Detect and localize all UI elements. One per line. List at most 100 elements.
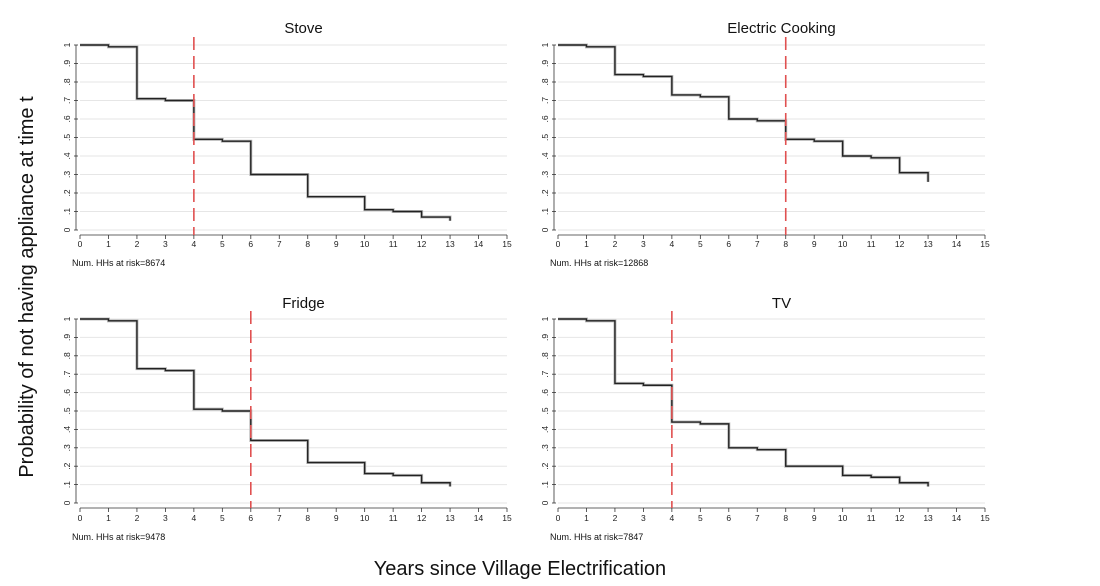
- x-tick-label: 13: [445, 239, 455, 249]
- y-tick-label: .2: [62, 189, 72, 196]
- y-tick-label: .7: [540, 370, 550, 377]
- panel-4: 0.1.2.3.4.5.6.7.8.910 1 2 3 4 5 6 7 8 9 10 11 12 13 14…: [540, 295, 990, 542]
- survival-curve: [80, 44, 451, 221]
- survival-curve: [558, 44, 929, 182]
- y-tick-label: .1: [540, 208, 550, 215]
- y-tick-label: .7: [62, 97, 72, 104]
- x-tick-label: 11: [389, 239, 398, 249]
- x-tick-label: 14: [952, 239, 962, 249]
- panel-title: Electric Cooking: [727, 20, 835, 37]
- x-tick-label: 3: [641, 513, 646, 523]
- panel-title: Fridge: [282, 295, 325, 312]
- x-tick-label: 11: [389, 513, 398, 523]
- panel-3: 0.1.2.3.4.5.6.7.8.910 1 2 3 4 5 6 7 8 9 10 11 12 13 14…: [62, 295, 512, 542]
- y-axis-label: Probability of not having appliance at t…: [16, 96, 38, 478]
- y-tick-label: .8: [540, 78, 550, 85]
- x-tick-label: 4: [191, 239, 196, 249]
- survival-confidence-band: [80, 317, 452, 487]
- x-tick-label: 9: [812, 239, 817, 249]
- x-tick-label: 6: [726, 513, 731, 523]
- y-tick-label: .9: [62, 60, 72, 67]
- x-tick-label: 4: [669, 513, 674, 523]
- y-tick-label: .4: [540, 152, 550, 159]
- survival-curve: [80, 318, 451, 487]
- at-risk-note: Num. HHs at risk=7847: [550, 532, 643, 542]
- x-tick-label: 7: [755, 239, 760, 249]
- panel-title: Stove: [284, 20, 322, 37]
- y-tick-label: .6: [62, 389, 72, 396]
- y-tick-label: 0: [62, 227, 72, 232]
- y-tick-label: .7: [540, 97, 550, 104]
- y-tick-label: 0: [62, 500, 72, 505]
- x-tick-label: 13: [445, 513, 455, 523]
- y-tick-label: .3: [62, 171, 72, 178]
- x-tick-label: 7: [277, 513, 282, 523]
- panels-group: 0.1.2.3.4.5.6.7.8.910 1 2 3 4 5 6 7 8 9 10 11 12 13 14…: [62, 20, 990, 542]
- at-risk-note: Num. HHs at risk=12868: [550, 258, 648, 268]
- x-tick-label: 6: [248, 239, 253, 249]
- x-tick-label: 11: [867, 513, 876, 523]
- y-tick-label: 0: [540, 227, 550, 232]
- at-risk-note: Num. HHs at risk=8674: [72, 258, 165, 268]
- x-tick-label: 13: [923, 513, 933, 523]
- panel-title: TV: [772, 295, 791, 312]
- x-tick-label: 0: [78, 513, 83, 523]
- y-tick-label: .4: [62, 426, 72, 433]
- y-tick-label: 1: [62, 42, 72, 47]
- x-tick-label: 12: [417, 513, 427, 523]
- x-tick-label: 0: [556, 239, 561, 249]
- y-tick-label: .3: [540, 171, 550, 178]
- x-tick-label: 15: [980, 513, 990, 523]
- y-tick-label: .3: [540, 444, 550, 451]
- x-tick-label: 12: [895, 513, 905, 523]
- x-tick-label: 15: [502, 513, 512, 523]
- x-tick-label: 2: [135, 239, 140, 249]
- y-tick-label: .7: [62, 370, 72, 377]
- x-tick-label: 12: [417, 239, 427, 249]
- x-tick-label: 13: [923, 239, 933, 249]
- x-tick-label: 6: [726, 239, 731, 249]
- x-tick-label: 1: [584, 239, 589, 249]
- x-tick-label: 8: [305, 239, 310, 249]
- x-tick-label: 0: [78, 239, 83, 249]
- x-tick-label: 15: [502, 239, 512, 249]
- x-tick-label: 7: [277, 239, 282, 249]
- panel-1: 0.1.2.3.4.5.6.7.8.910 1 2 3 4 5 6 7 8 9 10 11 12 13 14…: [62, 20, 512, 268]
- y-tick-label: .9: [540, 60, 550, 67]
- y-tick-label: .8: [62, 78, 72, 85]
- y-tick-label: .2: [62, 462, 72, 469]
- y-tick-label: .3: [62, 444, 72, 451]
- x-tick-label: 1: [106, 513, 111, 523]
- y-tick-label: .4: [62, 152, 72, 159]
- x-tick-label: 14: [952, 513, 962, 523]
- y-tick-label: .5: [62, 407, 72, 414]
- y-tick-label: .5: [540, 407, 550, 414]
- x-tick-label: 8: [305, 513, 310, 523]
- y-tick-label: .8: [62, 352, 72, 359]
- y-tick-label: .9: [540, 334, 550, 341]
- x-tick-label: 5: [220, 239, 225, 249]
- y-tick-label: 1: [540, 42, 550, 47]
- x-tick-label: 10: [838, 513, 848, 523]
- x-tick-label: 7: [755, 513, 760, 523]
- x-tick-label: 10: [360, 513, 370, 523]
- survival-confidence-band: [558, 317, 930, 487]
- survival-confidence-band: [558, 43, 930, 182]
- y-tick-label: 0: [540, 500, 550, 505]
- y-tick-label: .1: [540, 481, 550, 488]
- y-tick-label: 1: [62, 316, 72, 321]
- y-tick-label: .6: [540, 115, 550, 122]
- at-risk-note: Num. HHs at risk=9478: [72, 532, 165, 542]
- y-tick-label: .8: [540, 352, 550, 359]
- y-tick-label: .2: [540, 462, 550, 469]
- x-tick-label: 0: [556, 513, 561, 523]
- y-tick-label: .1: [62, 481, 72, 488]
- x-tick-label: 2: [613, 513, 618, 523]
- y-tick-label: .2: [540, 189, 550, 196]
- x-tick-label: 6: [248, 513, 253, 523]
- x-tick-label: 9: [812, 513, 817, 523]
- x-tick-label: 1: [106, 239, 111, 249]
- y-tick-label: 1: [540, 316, 550, 321]
- x-tick-label: 15: [980, 239, 990, 249]
